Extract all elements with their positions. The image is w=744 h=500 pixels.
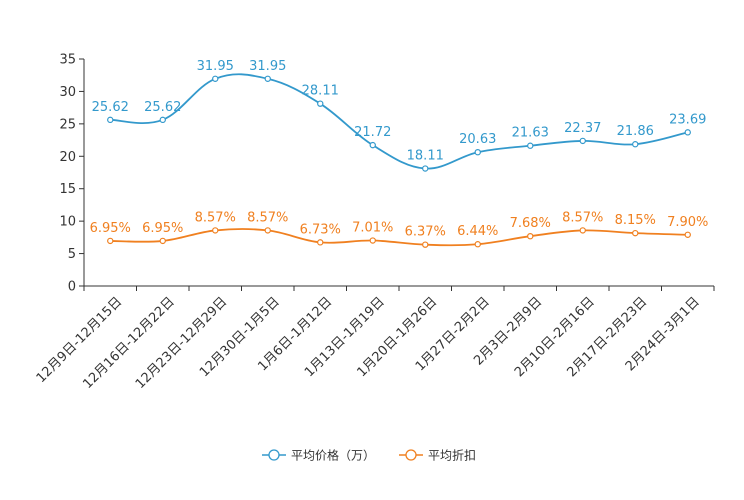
- data-label: 28.11: [302, 84, 339, 99]
- data-point: [212, 75, 219, 82]
- data-point: [684, 129, 691, 136]
- legend: 平均价格（万） 平均折扣: [262, 448, 476, 463]
- data-point: [527, 232, 534, 240]
- data-label: 8.15%: [615, 213, 656, 228]
- data-point: [159, 116, 166, 124]
- data-label: 31.95: [249, 59, 286, 74]
- data-label: 25.62: [144, 100, 181, 115]
- x-tick-label: 12月23日-12月29日: [133, 294, 230, 391]
- y-tick-label: 15: [59, 182, 76, 197]
- data-point: [159, 237, 166, 245]
- data-point: [527, 142, 534, 149]
- data-label: 21.63: [512, 126, 549, 141]
- series-line: [110, 228, 688, 247]
- data-point: [684, 231, 691, 238]
- data-label: 18.11: [407, 149, 444, 164]
- data-point: [264, 227, 271, 234]
- legend-marker-icon: [405, 449, 417, 461]
- data-label: 31.95: [197, 59, 234, 74]
- series-average-discount: 6.95% 6.95% 8.57% 8.57% 6.73% 7.01% 6.37% 6.44%…: [90, 210, 708, 248]
- data-label: 6.95%: [90, 221, 131, 236]
- data-label: 8.57%: [247, 210, 288, 225]
- data-label: 6.37%: [405, 225, 446, 240]
- data-label: 6.44%: [457, 224, 498, 239]
- data-label: 8.57%: [562, 210, 603, 225]
- data-label: 25.62: [92, 100, 129, 115]
- legend-item-average-price: 平均价格（万）: [262, 448, 375, 463]
- series-layer: 25.62 25.62 31.95 31.95 28.11 21.72 18.11 20.63…: [90, 59, 708, 248]
- data-label: 7.01%: [352, 221, 393, 236]
- legend-item-average-discount: 平均折扣: [399, 448, 476, 463]
- data-point: [474, 241, 481, 248]
- x-tick-label: 12月16日-12月22日: [80, 294, 177, 391]
- data-point: [317, 100, 324, 107]
- y-tick-label: 10: [59, 215, 76, 230]
- data-label: 6.73%: [300, 222, 341, 237]
- data-point: [212, 227, 219, 234]
- data-label: 8.57%: [195, 210, 236, 225]
- data-label: 23.69: [669, 112, 706, 127]
- data-point: [474, 148, 481, 156]
- axes: 0 5 10 15 20 25 30 35: [59, 53, 715, 295]
- y-tick-label: 35: [59, 53, 76, 68]
- data-point: [579, 137, 586, 145]
- y-tick-label: 20: [59, 150, 76, 165]
- data-point: [264, 75, 271, 82]
- legend-marker-icon: [268, 449, 280, 461]
- data-point: [317, 239, 324, 246]
- data-point: [369, 237, 376, 244]
- data-label: 21.72: [354, 125, 391, 140]
- data-point: [579, 227, 586, 234]
- data-label: 21.86: [617, 124, 654, 139]
- y-tick-label: 30: [59, 85, 76, 100]
- series-average-price: 25.62 25.62 31.95 31.95 28.11 21.72 18.11 20.63…: [92, 59, 706, 172]
- data-label: 6.95%: [142, 221, 183, 236]
- legend-label: 平均价格（万）: [291, 448, 375, 463]
- y-tick-label: 0: [68, 280, 76, 295]
- y-tick-label: 5: [68, 247, 76, 262]
- data-label: 7.68%: [510, 216, 551, 231]
- data-label: 22.37: [564, 121, 601, 136]
- data-point: [107, 237, 114, 245]
- data-point: [422, 165, 429, 172]
- legend-label: 平均折扣: [428, 448, 476, 463]
- x-tick-labels: 12月9日-12月15日12月16日-12月22日12月23日-12月29日12…: [34, 294, 703, 391]
- data-point: [107, 116, 114, 124]
- data-label: 20.63: [459, 132, 496, 147]
- data-point: [369, 141, 376, 149]
- data-label: 7.90%: [667, 215, 708, 230]
- data-point: [632, 141, 639, 148]
- x-tick-label: 12月9日-12月15日: [34, 294, 126, 386]
- y-tick-label: 25: [59, 117, 76, 132]
- data-point: [632, 229, 639, 237]
- data-point: [422, 241, 429, 248]
